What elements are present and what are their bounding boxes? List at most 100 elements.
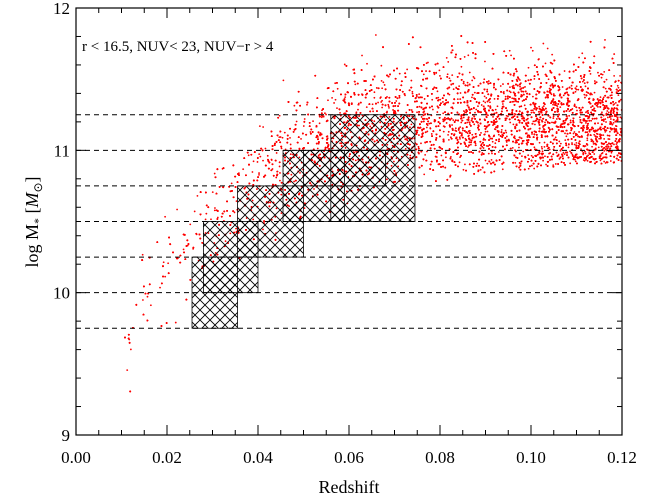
data-point	[487, 114, 489, 117]
data-point	[380, 80, 383, 82]
data-point	[278, 114, 281, 117]
data-point	[233, 211, 236, 214]
data-point	[586, 139, 589, 142]
data-point	[530, 111, 533, 114]
data-point	[486, 145, 488, 147]
data-point	[540, 130, 543, 133]
data-point	[598, 137, 601, 140]
data-point	[464, 163, 466, 166]
data-point	[410, 79, 413, 82]
data-point	[459, 126, 462, 129]
data-point	[468, 71, 471, 74]
data-point	[604, 131, 607, 133]
data-point	[487, 105, 490, 107]
data-point	[538, 141, 541, 144]
data-point	[182, 248, 185, 251]
data-point	[320, 116, 323, 119]
data-point	[270, 158, 273, 161]
data-point	[583, 82, 586, 85]
data-point	[459, 92, 462, 94]
data-point	[589, 73, 592, 75]
data-point	[149, 304, 152, 307]
data-point	[262, 159, 264, 162]
data-point	[617, 86, 620, 89]
data-point	[458, 85, 461, 88]
data-point	[597, 146, 600, 149]
data-point	[467, 146, 469, 148]
data-point	[568, 114, 571, 117]
data-point	[282, 79, 285, 82]
data-point	[494, 108, 497, 111]
data-point	[504, 95, 507, 98]
data-point	[606, 116, 609, 119]
data-point	[587, 92, 590, 94]
data-point	[582, 124, 585, 127]
data-point	[496, 105, 499, 108]
data-point	[544, 155, 546, 158]
data-point	[415, 95, 418, 98]
data-point	[216, 216, 219, 219]
data-point	[504, 117, 507, 120]
data-point	[284, 148, 287, 151]
data-point	[584, 152, 587, 155]
data-point	[210, 218, 212, 221]
data-point	[126, 369, 129, 372]
data-point	[251, 171, 254, 173]
data-point	[383, 84, 386, 86]
data-point	[387, 105, 390, 108]
data-point	[436, 90, 439, 93]
data-point	[526, 117, 529, 120]
data-point	[366, 62, 368, 65]
data-point	[426, 130, 429, 133]
data-point	[264, 147, 267, 150]
data-point	[503, 92, 505, 95]
data-point	[543, 145, 546, 148]
data-point	[476, 162, 479, 165]
data-point	[451, 74, 454, 77]
data-point	[448, 77, 451, 80]
data-point	[423, 98, 426, 100]
data-point	[300, 138, 302, 140]
data-point	[327, 99, 329, 102]
data-point	[618, 133, 621, 136]
data-point	[447, 130, 450, 133]
data-point	[605, 78, 608, 81]
data-point	[325, 135, 328, 138]
data-point	[581, 80, 584, 83]
data-point	[470, 139, 472, 142]
data-point	[606, 110, 609, 112]
data-point	[572, 132, 575, 135]
data-point	[380, 64, 383, 67]
data-point	[483, 95, 486, 98]
data-point	[571, 142, 573, 144]
data-point	[509, 91, 512, 94]
data-point	[499, 85, 502, 87]
data-point	[487, 80, 490, 82]
data-point	[579, 121, 582, 123]
data-point	[334, 98, 337, 101]
data-point	[386, 95, 388, 98]
data-point	[620, 98, 622, 101]
data-point	[586, 120, 588, 122]
data-point	[561, 86, 564, 88]
data-point	[454, 127, 457, 130]
data-point	[593, 91, 596, 94]
data-point	[504, 129, 507, 132]
data-point	[411, 90, 414, 93]
data-point	[497, 151, 500, 153]
data-point	[159, 286, 161, 289]
data-point	[333, 102, 335, 104]
data-point	[365, 106, 368, 109]
data-point	[480, 131, 482, 134]
data-point	[505, 141, 508, 143]
data-point	[491, 152, 493, 155]
data-point	[196, 194, 199, 197]
data-point	[601, 111, 603, 114]
data-point	[425, 126, 428, 129]
data-point	[619, 128, 622, 130]
data-point	[584, 150, 586, 153]
data-point	[388, 106, 390, 109]
data-point	[141, 253, 144, 256]
data-point	[533, 146, 536, 149]
data-point	[537, 110, 540, 113]
